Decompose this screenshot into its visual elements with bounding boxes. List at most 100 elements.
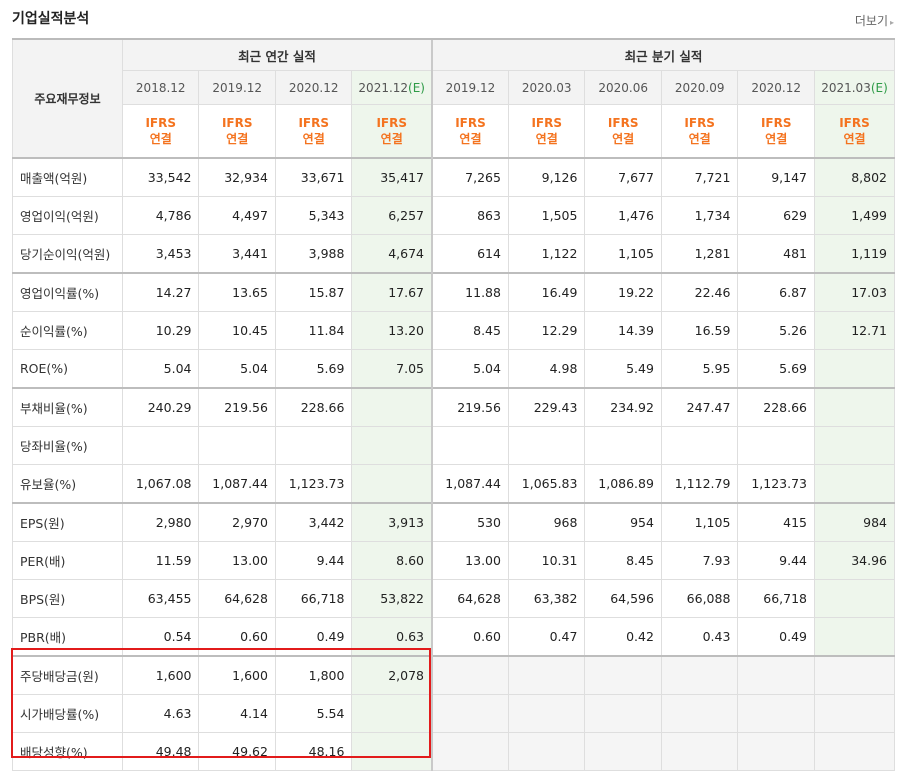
- value-cell: 5.95: [660, 349, 739, 389]
- value-cell: 0.49: [274, 617, 353, 657]
- table-row: 유보율(%) 1,067.08 1,087.44 1,123.73 1,087.44 1,…: [12, 464, 895, 504]
- table-row: 영업이익(억원) 4,786 4,497 5,343 6,257 863 1,505 1,47…: [12, 196, 895, 235]
- value-cell: [507, 655, 586, 695]
- ifrs-top: IFRS: [145, 116, 177, 130]
- value-cell: [737, 732, 815, 771]
- ifrs-bottom: 연결: [688, 132, 711, 146]
- value-cell: [430, 426, 509, 465]
- value-cell: 0.60: [430, 617, 509, 657]
- value-cell: 7.93: [660, 541, 739, 580]
- ifrs-header: IFRS 연결: [737, 104, 815, 159]
- value-cell: 5.04: [198, 349, 276, 389]
- value-cell: 66,718: [274, 579, 353, 618]
- value-cell: 1,123.73: [274, 464, 353, 504]
- value-cell: 1,505: [507, 196, 586, 235]
- ifrs-top: IFRS: [298, 116, 329, 130]
- value-cell: 1,105: [660, 502, 739, 542]
- row-label: 영업이익(억원): [12, 196, 123, 235]
- table-row: 순이익률(%) 10.29 10.45 11.84 13.20 8.45 12.29 14.3…: [12, 311, 895, 350]
- value-cell: 1,600: [121, 655, 200, 695]
- period-header: 2020.03: [507, 70, 586, 105]
- value-cell: [351, 732, 433, 771]
- period-label: 2018.12: [135, 80, 186, 95]
- value-cell: 34.96: [814, 541, 895, 580]
- value-cell: 5.04: [430, 349, 509, 389]
- ifrs-top: IFRS: [839, 116, 870, 130]
- value-cell: 15.87: [274, 272, 353, 312]
- value-cell: 863: [430, 196, 509, 235]
- value-cell: 240.29: [121, 387, 200, 427]
- value-cell: [430, 694, 509, 733]
- value-cell: 13.00: [198, 541, 276, 580]
- value-cell: [274, 426, 353, 465]
- ifrs-top: IFRS: [376, 116, 407, 130]
- ifrs-bottom: 연결: [459, 132, 482, 146]
- value-cell: 64,628: [198, 579, 276, 618]
- ifrs-header: IFRS 연결: [121, 104, 200, 159]
- value-cell: 2,078: [351, 655, 433, 695]
- value-cell: 7,265: [430, 157, 509, 197]
- value-cell: 229.43: [507, 387, 586, 427]
- value-cell: 234.92: [584, 387, 662, 427]
- value-cell: 3,453: [121, 234, 200, 274]
- value-cell: 16.59: [660, 311, 739, 350]
- table-row: 영업이익률(%) 14.27 13.65 15.87 17.67 11.88 16.49 19…: [12, 272, 895, 312]
- period-header: 2019.12: [198, 70, 276, 105]
- chevron-right-icon: ▸: [889, 18, 894, 27]
- value-cell: [351, 464, 433, 504]
- value-cell: 10.29: [121, 311, 200, 350]
- value-cell: 1,105: [584, 234, 662, 274]
- value-cell: [121, 426, 200, 465]
- value-cell: 1,065.83: [507, 464, 586, 504]
- estimate-mark: (E): [870, 80, 888, 95]
- value-cell: 1,476: [584, 196, 662, 235]
- value-cell: 2,970: [198, 502, 276, 542]
- value-cell: 63,455: [121, 579, 200, 618]
- value-cell: 10.31: [507, 541, 586, 580]
- value-cell: 9,147: [737, 157, 815, 197]
- value-cell: 7.05: [351, 349, 433, 389]
- row-label: 당좌비율(%): [12, 426, 123, 465]
- ifrs-bottom: 연결: [149, 132, 172, 146]
- value-cell: [814, 617, 895, 657]
- value-cell: 49.48: [121, 732, 200, 771]
- value-cell: 9,126: [507, 157, 586, 197]
- value-cell: 11.84: [274, 311, 353, 350]
- period-header: 2018.12: [121, 70, 200, 105]
- value-cell: 4,497: [198, 196, 276, 235]
- value-cell: [584, 426, 662, 465]
- ifrs-bottom: 연결: [765, 132, 788, 146]
- row-label: 주당배당금(원): [12, 655, 123, 695]
- value-cell: 10.45: [198, 311, 276, 350]
- row-label: 매출액(억원): [12, 157, 123, 197]
- value-cell: 3,442: [274, 502, 353, 542]
- value-cell: [660, 426, 739, 465]
- value-cell: 1,119: [814, 234, 895, 274]
- value-cell: 3,988: [274, 234, 353, 274]
- ifrs-bottom: 연결: [226, 132, 249, 146]
- value-cell: 4,786: [121, 196, 200, 235]
- period-label: 2020.06: [598, 80, 648, 95]
- value-cell: [737, 694, 815, 733]
- value-cell: [660, 655, 739, 695]
- row-label: 시가배당률(%): [12, 694, 123, 733]
- row-label: 배당성향(%): [12, 732, 123, 771]
- ifrs-bottom: 연결: [535, 132, 558, 146]
- period-label: 2021.12: [358, 80, 409, 95]
- value-cell: 5.26: [737, 311, 815, 350]
- value-cell: 33,671: [274, 157, 353, 197]
- table-row: PBR(배) 0.54 0.60 0.49 0.63 0.60 0.47 0.42 0.43 0.…: [12, 617, 895, 657]
- value-cell: 247.47: [660, 387, 739, 427]
- value-cell: 32,934: [198, 157, 276, 197]
- value-cell: [351, 426, 433, 465]
- value-cell: 0.49: [737, 617, 815, 657]
- row-label: 당기순이익(억원): [12, 234, 123, 274]
- value-cell: 530: [430, 502, 509, 542]
- row-label: ROE(%): [12, 349, 123, 389]
- value-cell: 3,441: [198, 234, 276, 274]
- value-cell: [814, 655, 895, 695]
- more-link[interactable]: 더보기 ▸: [855, 12, 894, 29]
- value-cell: 1,123.73: [737, 464, 815, 504]
- value-cell: 0.60: [198, 617, 276, 657]
- value-cell: [737, 426, 815, 465]
